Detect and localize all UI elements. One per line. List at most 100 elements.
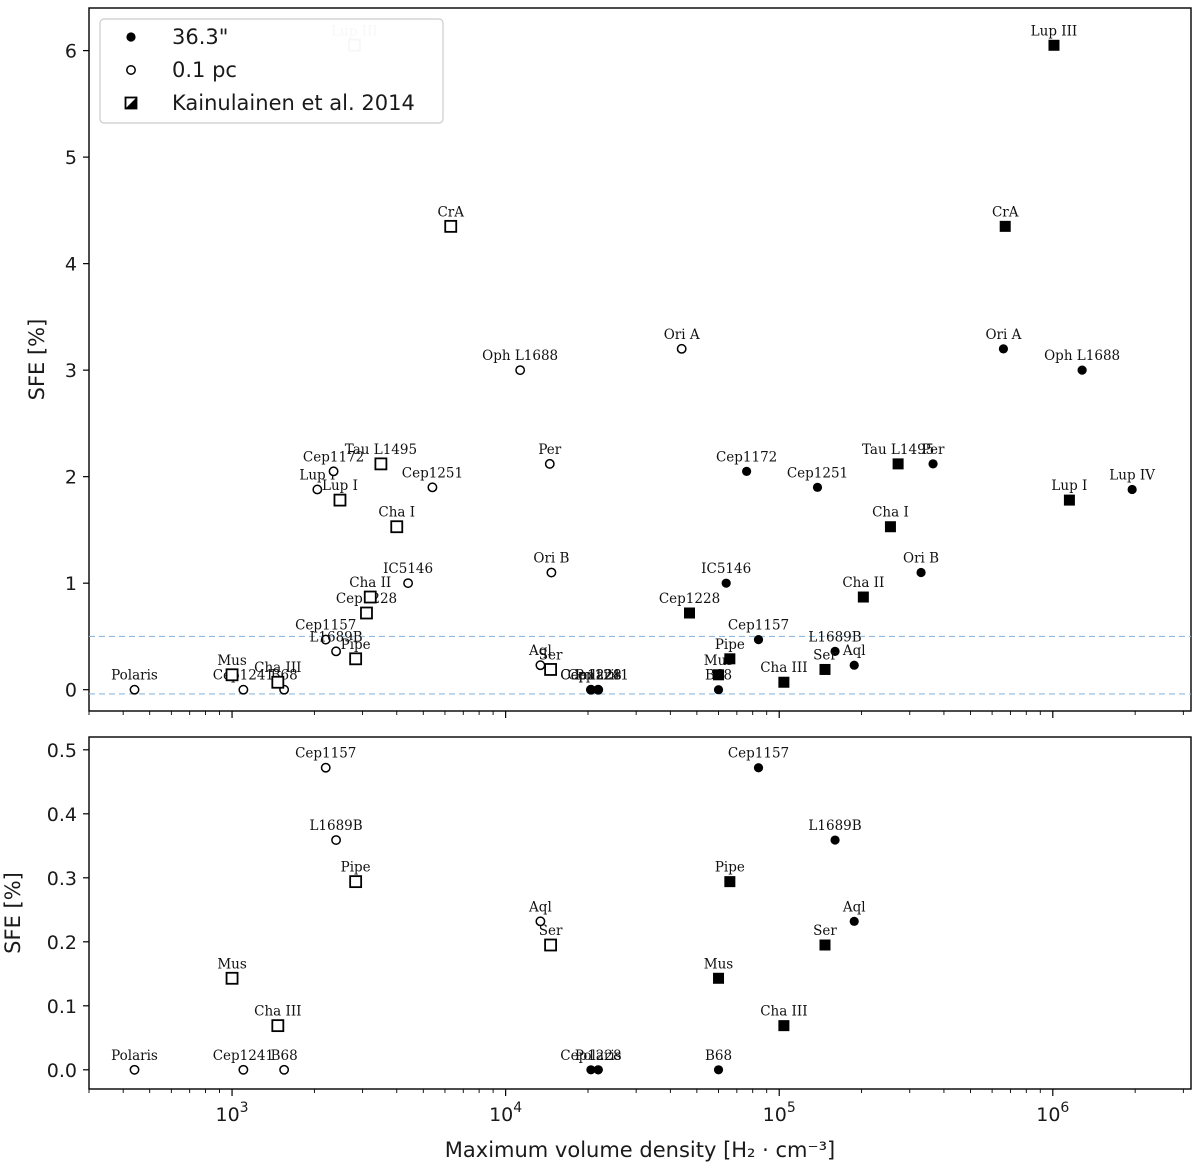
point-label: Tau L1495 bbox=[862, 442, 934, 458]
data-point bbox=[349, 652, 363, 666]
point-label: Cha II bbox=[842, 575, 884, 591]
data-point bbox=[713, 1065, 724, 1075]
point-label: Cha III bbox=[760, 1004, 807, 1020]
y-tick-label: 0.4 bbox=[47, 804, 77, 826]
data-point bbox=[724, 653, 736, 665]
legend-label: Kainulainen et al. 2014 bbox=[172, 91, 415, 115]
point-label: Cep1228 bbox=[560, 1048, 621, 1064]
y-tick-label: 6 bbox=[65, 41, 77, 63]
point-label: Aql bbox=[528, 899, 552, 915]
data-point bbox=[328, 466, 339, 477]
point-label: Cep1157 bbox=[295, 618, 356, 634]
data-point bbox=[312, 484, 323, 495]
point-label: Ser bbox=[539, 923, 563, 939]
x-tick-label: 103 bbox=[215, 1100, 248, 1126]
point-label: B68 bbox=[705, 1048, 732, 1064]
data-point bbox=[331, 646, 342, 657]
data-point bbox=[546, 567, 557, 578]
data-point bbox=[363, 590, 377, 604]
data-point bbox=[999, 220, 1011, 232]
data-point bbox=[586, 1065, 596, 1075]
point-label: Cha II bbox=[349, 575, 391, 591]
point-label: Lup IV bbox=[1109, 467, 1155, 483]
point-label: Cha III bbox=[760, 660, 807, 676]
point-label: L1689B bbox=[309, 629, 362, 645]
x-axis-title: Maximum volume density [H₂ · cm⁻³] bbox=[445, 1138, 835, 1162]
point-label: Lup I bbox=[322, 478, 358, 494]
point-label: Cep1157 bbox=[295, 746, 356, 762]
bottom-panel: 0.0 0.1 0.2 0.3 0.4 0.5 103 104 105 106 SFE [%] Max… bbox=[1, 736, 1192, 1162]
data-point bbox=[535, 916, 546, 927]
data-point bbox=[676, 343, 687, 354]
data-point bbox=[753, 635, 764, 645]
data-point bbox=[544, 458, 555, 469]
y-tick-label: 4 bbox=[65, 254, 77, 276]
point-label: Ori A bbox=[664, 327, 700, 343]
data-point bbox=[928, 459, 938, 469]
data-point bbox=[812, 482, 823, 492]
point-label: Mus bbox=[704, 956, 734, 972]
x-tick-label: 106 bbox=[1036, 1100, 1069, 1126]
point-label: Tau L1495 bbox=[345, 442, 417, 458]
data-point bbox=[684, 607, 696, 619]
point-label: CrA bbox=[437, 204, 464, 220]
data-point bbox=[884, 521, 896, 533]
point-label: Cep1228 bbox=[659, 591, 720, 607]
data-point bbox=[916, 567, 926, 578]
data-point bbox=[998, 344, 1009, 354]
point-label: Ori B bbox=[903, 551, 939, 567]
legend-label: 36.3" bbox=[172, 25, 228, 49]
point-label: Aql bbox=[842, 899, 866, 915]
point-label: Mus bbox=[217, 653, 247, 669]
point-label: Lup I bbox=[299, 467, 335, 483]
data-point bbox=[586, 685, 596, 695]
data-point bbox=[129, 1064, 140, 1075]
point-label: CrA bbox=[992, 204, 1019, 220]
data-point bbox=[360, 606, 373, 620]
data-point bbox=[271, 675, 285, 689]
point-label: Ser bbox=[813, 647, 837, 663]
plot-frame bbox=[88, 7, 1192, 712]
data-point bbox=[427, 482, 438, 493]
data-point bbox=[129, 684, 140, 695]
data-point bbox=[238, 684, 249, 695]
y-axis-title: SFE [%] bbox=[25, 319, 49, 401]
point-label: Cep1251 bbox=[787, 465, 848, 481]
data-point bbox=[1048, 39, 1060, 51]
data-point bbox=[593, 1065, 603, 1075]
data-point bbox=[544, 663, 557, 676]
data-point bbox=[444, 219, 458, 233]
data-point bbox=[238, 1064, 249, 1075]
data-point bbox=[778, 1020, 790, 1032]
data-point bbox=[724, 876, 736, 888]
x-tick-label: 104 bbox=[489, 1100, 522, 1126]
point-label: Cep1228 bbox=[560, 668, 621, 684]
data-point bbox=[830, 646, 840, 656]
data-point bbox=[849, 660, 859, 670]
point-label: Aql bbox=[842, 643, 866, 659]
data-point bbox=[271, 1019, 285, 1033]
point-label: Cha III bbox=[254, 1004, 301, 1020]
data-point bbox=[126, 65, 136, 75]
point-label: Polaris bbox=[111, 668, 158, 684]
data-point bbox=[830, 835, 840, 845]
data-point bbox=[279, 1064, 290, 1075]
y-tick-label: 0.1 bbox=[47, 996, 77, 1018]
data-point bbox=[857, 591, 869, 603]
data-point bbox=[593, 685, 603, 695]
data-point bbox=[713, 972, 725, 984]
x-tick-label: 105 bbox=[763, 1100, 796, 1126]
point-label: Cep1157 bbox=[728, 746, 789, 762]
point-label: Polaris bbox=[575, 1048, 622, 1064]
y-tick-label: 0.0 bbox=[47, 1060, 77, 1082]
point-label: IC5146 bbox=[701, 561, 751, 577]
point-label: Lup III bbox=[1031, 23, 1078, 39]
y-tick-label: 3 bbox=[65, 360, 77, 382]
data-point bbox=[713, 669, 725, 681]
point-label: Cep1241 bbox=[568, 668, 629, 684]
point-label: Oph L1688 bbox=[1044, 348, 1120, 364]
data-point bbox=[403, 578, 414, 589]
point-label: Ser bbox=[539, 647, 563, 663]
